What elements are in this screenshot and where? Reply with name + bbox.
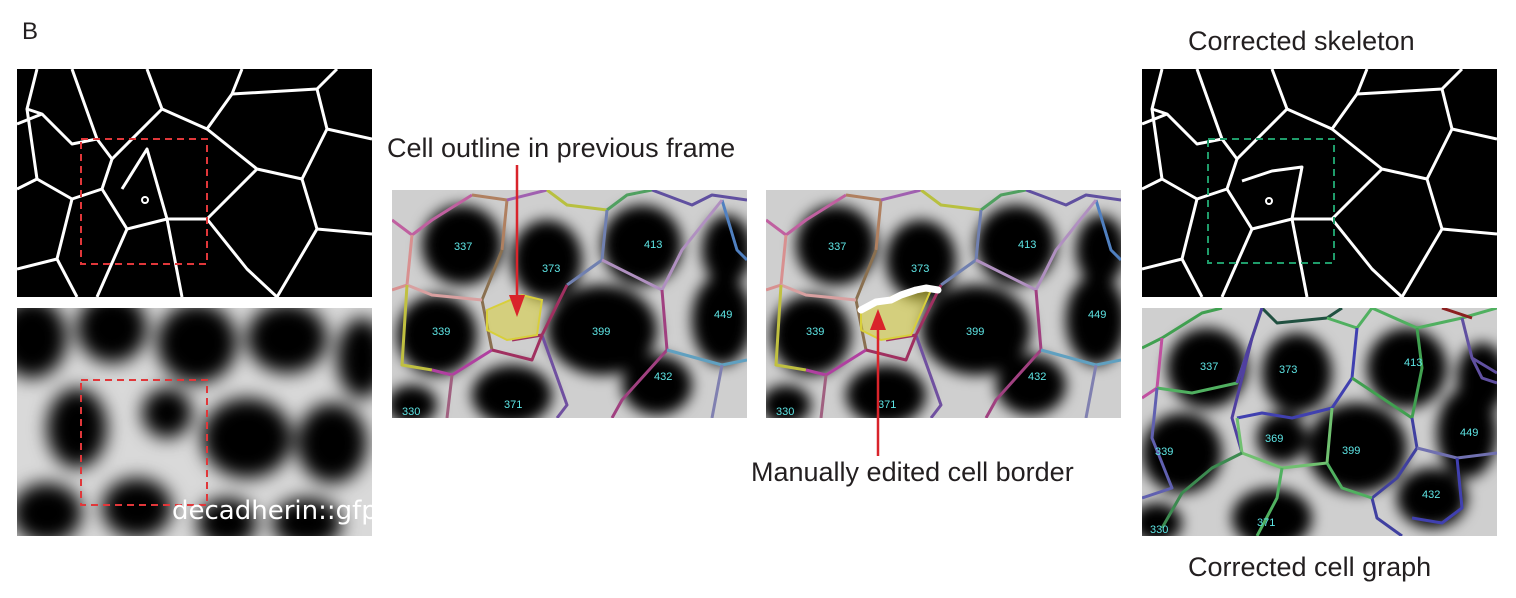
cell-id-337: 337 — [828, 241, 846, 253]
cell-id-369: 369 — [1265, 433, 1283, 445]
cell-id-373: 373 — [911, 263, 929, 275]
cell-id-449: 449 — [714, 309, 732, 321]
cell-graph-previous-panel: 337 373 413 339 399 449 432 371 330 — [392, 190, 747, 418]
cell-id-373: 373 — [1279, 364, 1297, 376]
stain-label: decadherin::gfp — [172, 496, 372, 526]
cell-id-337: 337 — [454, 241, 472, 253]
cell-id-432: 432 — [654, 371, 672, 383]
manual-border-arrow — [870, 309, 886, 456]
cell-id-339: 339 — [432, 326, 450, 338]
cell-id-330: 330 — [1150, 524, 1168, 536]
cell-id-399: 399 — [1342, 445, 1360, 457]
corrected-cell-graph-title: Corrected cell graph — [1188, 552, 1432, 582]
cell-id-339: 339 — [806, 326, 824, 338]
cell-graph-corrected-panel: 337 373 413 339 369 399 449 432 371 330 — [1142, 308, 1497, 536]
cell-id-399: 399 — [592, 326, 610, 338]
cell-id-337: 337 — [1200, 361, 1218, 373]
cell-id-399: 399 — [966, 326, 984, 338]
cell-id-449: 449 — [1460, 427, 1478, 439]
cell-id-413: 413 — [1018, 239, 1036, 251]
cell-id-373: 373 — [542, 263, 560, 275]
cell-id-413: 413 — [1404, 357, 1422, 369]
fluorescence-raw-panel: decadherin::gfp — [17, 308, 372, 536]
cell-id-339: 339 — [1155, 446, 1173, 458]
previous-outline-annotation: Cell outline in previous frame — [387, 133, 736, 163]
cell-id-371: 371 — [504, 399, 522, 411]
cell-graph-edited-panel: 337 373 413 339 399 449 432 371 330 — [766, 190, 1121, 418]
manual-border-annotation: Manually edited cell border — [751, 457, 1074, 487]
cell-id-413: 413 — [644, 239, 662, 251]
previous-outline-arrow — [509, 165, 525, 317]
cell-id-449: 449 — [1088, 309, 1106, 321]
cell-id-330: 330 — [776, 406, 794, 418]
skeleton-corrected-panel — [1142, 69, 1497, 297]
cell-id-371: 371 — [1257, 517, 1275, 529]
cell-id-432: 432 — [1028, 371, 1046, 383]
skeleton-original-panel — [17, 69, 372, 297]
corrected-skeleton-title: Corrected skeleton — [1188, 26, 1415, 56]
cell-id-432: 432 — [1422, 489, 1440, 501]
cell-id-330: 330 — [402, 406, 420, 418]
cell-id-371: 371 — [878, 399, 896, 411]
panel-label: B — [22, 18, 39, 45]
